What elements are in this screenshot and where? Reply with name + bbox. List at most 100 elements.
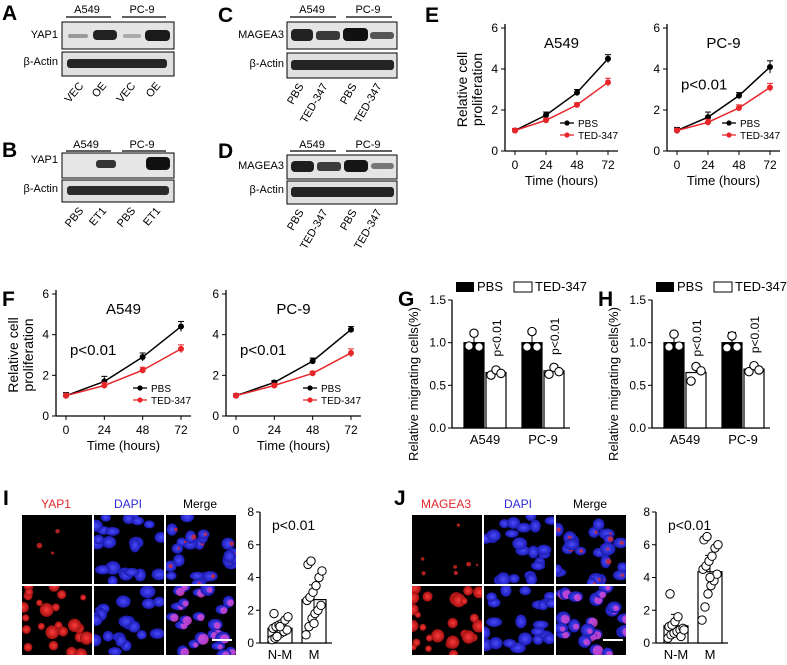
x-tick-label: 24 — [98, 423, 112, 437]
chart-g: 0.0 0.5 1.0 1.5 Relative migrating cells(%) P… — [406, 279, 587, 461]
x-tick-label: 72 — [601, 158, 615, 172]
y-tick-label: 8 — [247, 505, 254, 519]
data-point — [464, 341, 474, 351]
legend-label: PBS — [677, 279, 703, 294]
y-tick-label: 1.5 — [429, 293, 446, 307]
nucleus — [185, 530, 197, 544]
nucleus — [503, 638, 517, 648]
merge-signal — [606, 651, 613, 655]
nucleus — [221, 537, 235, 550]
bar-ted-347 — [485, 371, 507, 429]
merge-signal — [560, 626, 566, 632]
tile-content — [556, 518, 626, 584]
red-signal — [422, 591, 433, 602]
merge-signal — [573, 623, 580, 630]
merge-signal — [180, 648, 190, 655]
tile-content — [412, 586, 482, 655]
nucleus — [143, 520, 155, 529]
legend-label: PBS — [740, 119, 760, 130]
legend-swatch-ted — [513, 281, 533, 293]
bar-ted-347 — [743, 368, 765, 429]
j-tile-0-1 — [484, 515, 554, 584]
p-value-label: p<0.01 — [272, 517, 315, 533]
tile-content — [484, 515, 554, 584]
y-tick-label: 0 — [653, 144, 660, 158]
merge-signal — [206, 587, 213, 593]
x-tick-label: 72 — [344, 423, 358, 437]
red-signal — [420, 557, 425, 561]
svg-text:Merge: Merge — [183, 497, 217, 511]
blot-b-bands — [67, 157, 170, 195]
merge-signal — [170, 613, 179, 622]
svg-text:VEC: VEC — [115, 80, 139, 105]
data-point — [736, 104, 742, 111]
data-point — [707, 551, 717, 561]
legend-label: PBS — [321, 384, 341, 395]
bar-pbs — [663, 342, 685, 429]
red-signal — [203, 532, 208, 536]
series-line-pbs — [514, 58, 609, 132]
data-point — [574, 89, 580, 96]
x-tick-label: 0 — [674, 158, 681, 172]
nucleus — [102, 630, 114, 642]
tile-content — [420, 523, 479, 576]
data-point — [686, 376, 696, 386]
data-point — [317, 566, 327, 576]
data-point — [665, 589, 675, 599]
bar-pbs — [463, 342, 485, 429]
red-signal — [461, 630, 476, 644]
x-tick-label: 0 — [233, 423, 240, 437]
nucleus — [484, 626, 491, 640]
svg-text:VEC: VEC — [63, 80, 87, 105]
svg-text:MAGEA3: MAGEA3 — [238, 29, 284, 41]
y-tick-label: 0.0 — [629, 421, 646, 435]
merge-signal — [605, 586, 611, 591]
panel-letter-a: A — [2, 2, 17, 25]
lane-labels-c: PBS TED-347 PBS TED-347 — [285, 82, 384, 126]
p-value-label: p<0.01 — [548, 317, 562, 354]
svg-text:MAGEA3: MAGEA3 — [238, 160, 284, 172]
svg-text:β-Actin: β-Actin — [250, 184, 284, 196]
nucleus — [94, 534, 105, 545]
data-point — [311, 580, 321, 591]
red-signal — [456, 523, 461, 527]
svg-text:β-Actin: β-Actin — [250, 58, 284, 70]
svg-text:PC-9: PC-9 — [355, 139, 380, 151]
svg-text:PBS: PBS — [285, 208, 306, 233]
merge-signal — [182, 616, 192, 626]
legend-marker — [137, 397, 143, 403]
red-signal — [425, 645, 432, 652]
nucleus — [525, 515, 537, 522]
j-tile-1-0 — [412, 586, 482, 655]
nucleus — [508, 573, 520, 584]
nucleus — [592, 518, 605, 531]
y-tick-label: 6 — [212, 287, 219, 301]
legend-marker — [137, 385, 143, 391]
i-tile-1-2 — [166, 586, 236, 655]
data-point — [532, 342, 542, 352]
legend-marker — [307, 385, 313, 391]
y-axis-label-line: proliferation — [20, 318, 36, 391]
chart-i-plot: 0 2 4 6 8 p<0.01 N-M M — [247, 505, 332, 662]
red-signal — [606, 547, 610, 551]
data-point — [178, 323, 184, 330]
panel-letter-c: C — [218, 4, 233, 27]
merge-signal — [220, 607, 228, 614]
data-point — [669, 329, 679, 339]
red-signal — [37, 622, 45, 630]
red-signal — [472, 619, 482, 633]
red-signal — [556, 527, 561, 532]
y-tick-label: 0.0 — [429, 421, 446, 435]
category-label: N-M — [268, 647, 293, 662]
lane-labels-d: PBS TED-347 PBS TED-347 — [285, 208, 384, 252]
merge-signal — [587, 628, 593, 634]
red-signal — [597, 577, 601, 582]
x-tick-label: 24 — [701, 158, 715, 172]
lane-labels-a: VEC OE VEC OE — [63, 80, 164, 105]
chart-title: A549 — [544, 35, 579, 52]
red-signal — [174, 527, 178, 532]
red-signal — [453, 564, 458, 569]
x-tick-label: 48 — [570, 158, 584, 172]
svg-text:YAP1: YAP1 — [41, 497, 71, 511]
y-tick-label: 1.5 — [629, 293, 646, 307]
